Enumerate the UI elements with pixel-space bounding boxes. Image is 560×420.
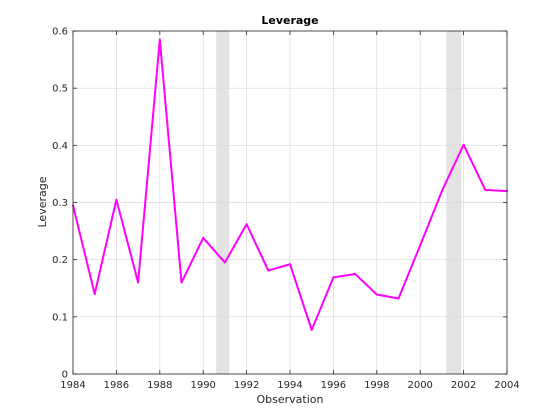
x-tick-label: 1994 bbox=[277, 380, 302, 391]
y-axis-label: Leverage bbox=[36, 176, 49, 227]
data-point bbox=[484, 189, 487, 191]
x-tick-label: 1988 bbox=[147, 380, 172, 391]
chart-title: Leverage bbox=[261, 14, 318, 27]
y-tick-label: 0.2 bbox=[52, 255, 68, 266]
data-point bbox=[180, 281, 183, 284]
data-point bbox=[158, 38, 161, 41]
y-tick-label: 0.5 bbox=[52, 84, 68, 95]
y-tick-label: 0.1 bbox=[52, 312, 68, 323]
x-tick-label: 1996 bbox=[321, 380, 346, 391]
data-point bbox=[224, 261, 226, 264]
x-tick-label: 1990 bbox=[190, 380, 215, 391]
data-point bbox=[375, 293, 378, 296]
x-tick-label: 2002 bbox=[451, 380, 476, 391]
y-tick-label: 0.4 bbox=[52, 141, 68, 152]
x-tick-label: 1984 bbox=[60, 380, 85, 391]
x-tick-label: 1986 bbox=[104, 380, 129, 391]
data-point bbox=[267, 269, 270, 272]
data-point bbox=[441, 190, 443, 192]
data-point bbox=[115, 198, 118, 201]
x-tick-label: 1992 bbox=[234, 380, 259, 391]
data-point bbox=[419, 244, 422, 247]
y-tick-label: 0.6 bbox=[52, 27, 68, 38]
data-point bbox=[310, 329, 313, 331]
data-point bbox=[245, 223, 248, 226]
x-tick-label: 2000 bbox=[407, 380, 432, 391]
x-axis-label: Observation bbox=[257, 393, 324, 406]
data-point bbox=[137, 281, 140, 284]
x-tick-label: 2004 bbox=[494, 380, 519, 391]
y-tick-label: 0 bbox=[62, 370, 68, 381]
data-point bbox=[354, 273, 356, 275]
data-point bbox=[397, 297, 400, 300]
x-tick-label: 1998 bbox=[364, 380, 389, 391]
data-point bbox=[289, 263, 291, 266]
axis-ticks: 1984 1986 1988 1990 1992 1994 1996 1998 2000 2002… bbox=[52, 27, 520, 392]
data-point bbox=[332, 276, 335, 279]
data-point bbox=[93, 293, 96, 295]
data-point bbox=[462, 143, 465, 146]
y-tick-label: 0.3 bbox=[52, 198, 68, 209]
series-lines bbox=[72, 38, 508, 331]
data-point bbox=[202, 237, 205, 239]
